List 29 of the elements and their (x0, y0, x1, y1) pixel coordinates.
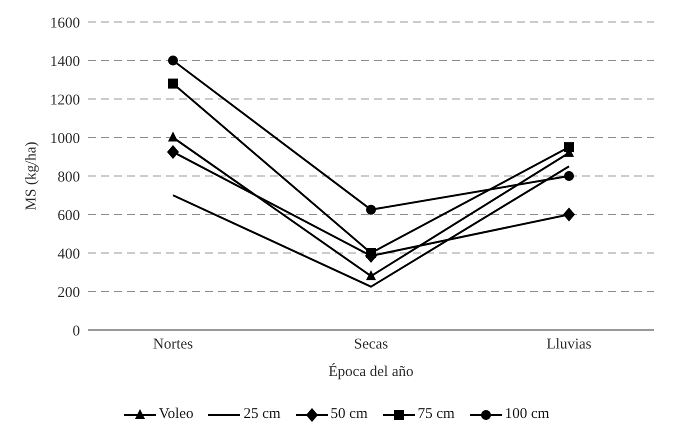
point (167, 144, 179, 159)
point (168, 78, 178, 89)
point (366, 270, 376, 280)
y-tick-label: 1200 (50, 92, 80, 108)
x-tick-label: Secas (354, 336, 388, 353)
legend-label: Voleo (158, 406, 194, 423)
point (168, 132, 178, 142)
point (564, 142, 574, 152)
legend-label: 25 cm (243, 406, 281, 423)
point (564, 171, 574, 181)
y-tick-label: 1000 (50, 130, 80, 147)
y-tick-label: 600 (58, 208, 80, 224)
legend-label: 75 cm (418, 406, 455, 423)
legend-label: 50 cm (330, 406, 368, 423)
y-tick-label: 200 (58, 284, 80, 301)
y-tick-label: 400 (58, 246, 80, 262)
x-axis-title: Época del año (328, 363, 414, 380)
y-tick-label: 1400 (50, 54, 80, 70)
y-axis-title: MS (kg/ha) (23, 142, 40, 210)
y-tick-label: 1600 (50, 15, 80, 32)
x-tick-label: Nortes (153, 336, 194, 353)
point (366, 248, 376, 258)
point (366, 204, 376, 215)
legend-label: 100 cm (504, 406, 550, 423)
x-tick-label: Lluvias (546, 336, 592, 353)
y-tick-label: 800 (58, 169, 80, 186)
point (168, 56, 178, 66)
y-tick-label: 0 (72, 323, 80, 340)
point (563, 208, 575, 222)
